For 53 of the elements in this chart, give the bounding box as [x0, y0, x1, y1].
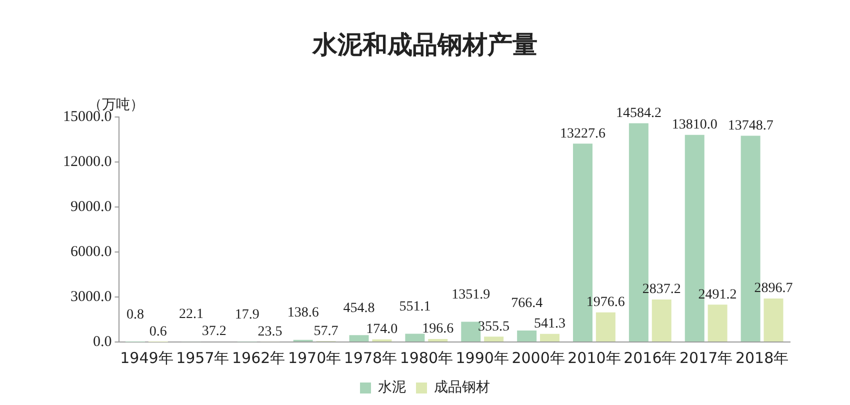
bar — [540, 334, 560, 342]
data-label: 138.6 — [287, 306, 319, 321]
x-tick-label: 2018年 — [735, 348, 789, 367]
x-tick-label: 1978年 — [344, 348, 398, 367]
x-tick-label: 1949年 — [120, 348, 174, 367]
y-tick-label: 9000.0 — [70, 198, 112, 215]
x-tick-label: 2017年 — [680, 348, 733, 367]
x-tick-label: 1970年 — [288, 348, 342, 367]
data-label: 2896.7 — [754, 281, 793, 296]
data-label: 37.2 — [202, 324, 226, 340]
data-label: 22.1 — [178, 307, 204, 322]
data-label: 0.8 — [126, 308, 144, 323]
bar — [349, 335, 369, 342]
x-tick-label: 2010年 — [568, 348, 621, 367]
data-label: 13810.0 — [672, 118, 718, 133]
bar — [517, 330, 537, 342]
data-label: 13748.7 — [728, 118, 774, 134]
bar — [484, 336, 504, 342]
data-label: 2491.2 — [698, 287, 737, 302]
x-tick-label: 1990年 — [456, 348, 509, 367]
bar — [596, 312, 616, 342]
data-label: 541.3 — [534, 316, 566, 332]
data-label: 174.0 — [366, 322, 398, 338]
bar — [708, 304, 728, 342]
data-label: 766.4 — [511, 296, 543, 312]
data-label: 355.5 — [478, 319, 510, 334]
data-label: 23.5 — [258, 324, 282, 340]
y-tick-label: 3000.0 — [70, 288, 112, 305]
data-label: 17.9 — [234, 307, 260, 322]
data-label: 57.7 — [314, 324, 338, 339]
data-label: 454.8 — [343, 300, 375, 316]
legend-label: 成品钢材 — [434, 380, 490, 396]
bar — [652, 299, 672, 342]
data-label: 1976.6 — [586, 295, 625, 310]
chart-title: 水泥和成品钢材产量 — [311, 29, 538, 61]
data-label: 2837.2 — [642, 282, 681, 298]
y-tick-label: 12000.0 — [63, 154, 112, 170]
bar — [405, 334, 425, 342]
data-label: 14584.2 — [616, 106, 662, 121]
data-label: 551.1 — [399, 299, 431, 314]
x-tick-label: 2016年 — [624, 348, 677, 367]
y-tick-label: 6000.0 — [70, 244, 112, 260]
x-tick-label: 1957年 — [176, 348, 230, 367]
x-tick-label: 1962年 — [232, 348, 286, 367]
legend-label: 水泥 — [378, 380, 406, 396]
x-tick-label: 1980年 — [400, 348, 453, 367]
y-tick-label: 0.0 — [93, 334, 112, 350]
data-label: 196.6 — [422, 322, 454, 337]
data-label: 13227.6 — [560, 126, 606, 142]
data-label: 0.6 — [149, 324, 167, 340]
x-tick-label: 2000年 — [512, 348, 565, 367]
bar — [764, 298, 784, 342]
data-label: 1351.9 — [452, 287, 490, 302]
